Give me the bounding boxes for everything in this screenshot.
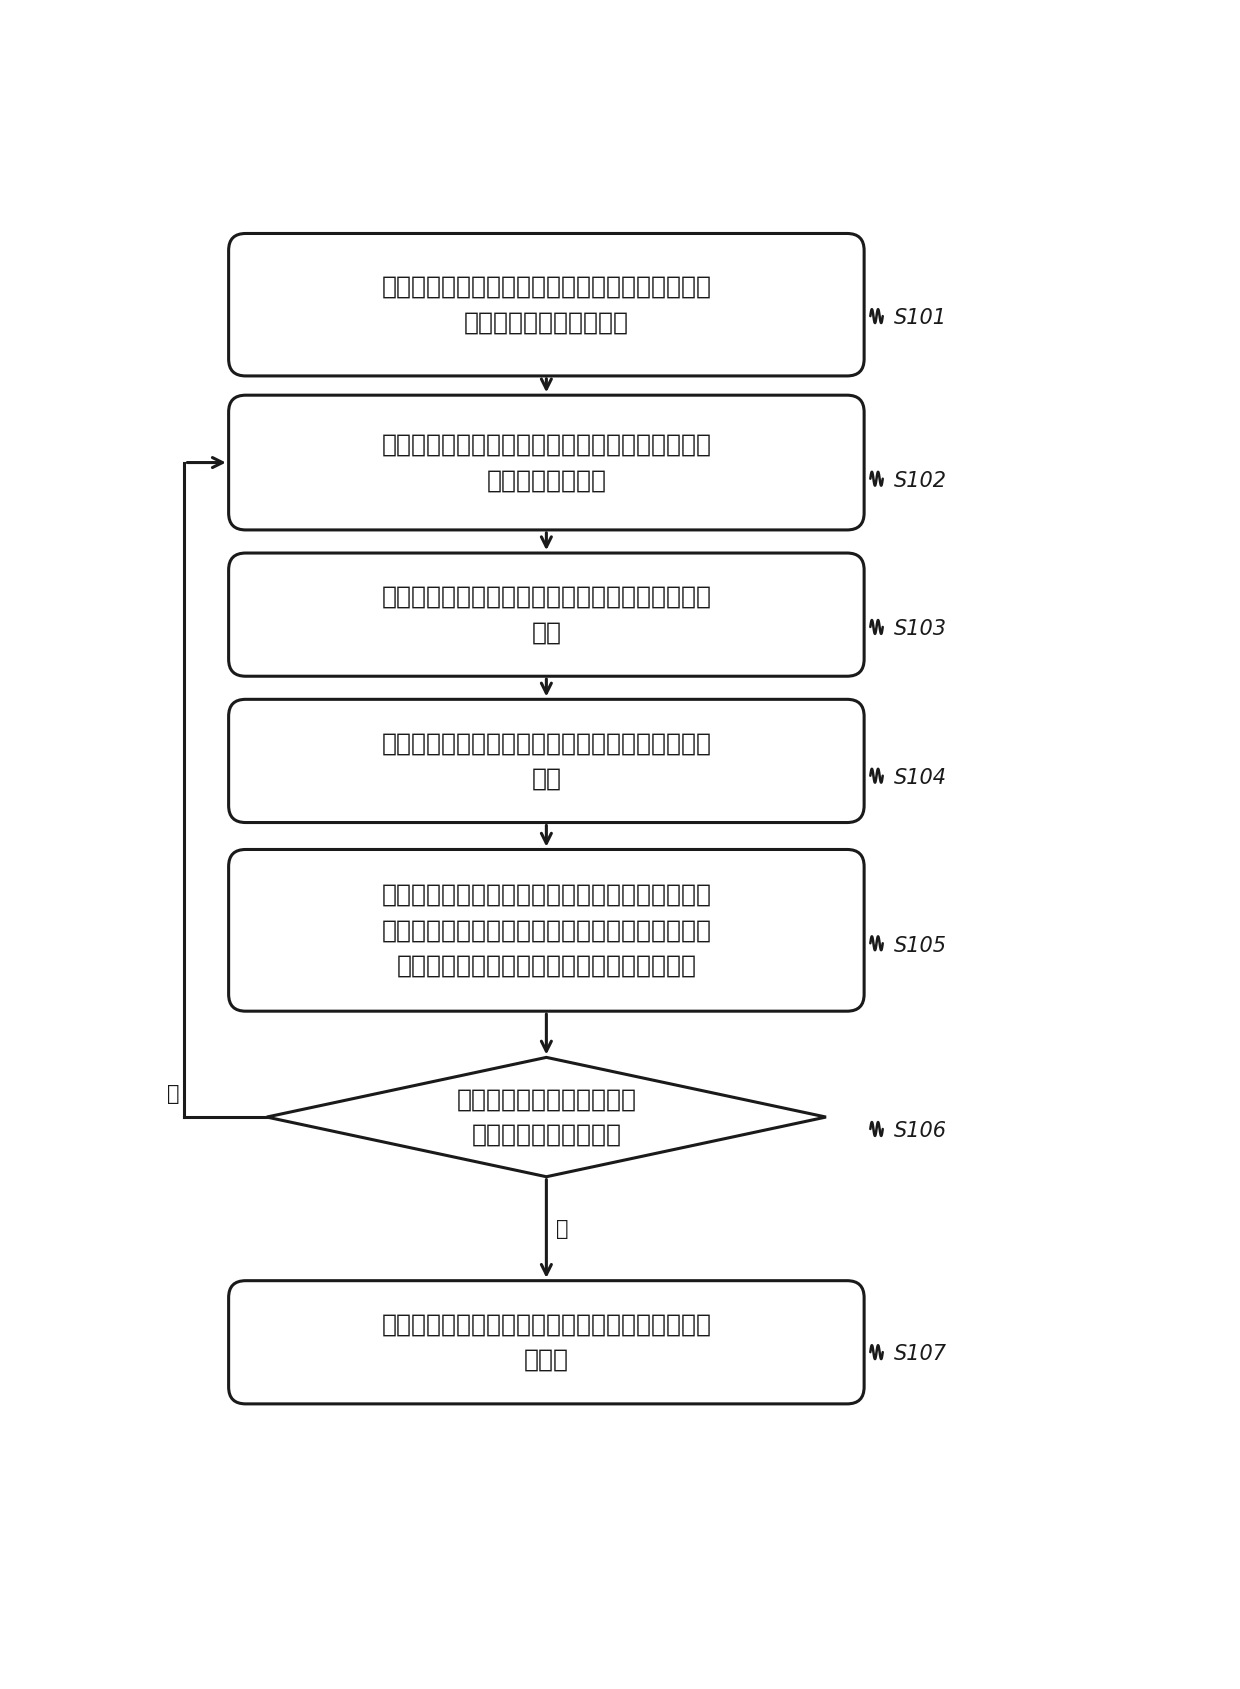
Text: 利用横向交叉算法根据所述第二参数确定横向交叉
参数: 利用横向交叉算法根据所述第二参数确定横向交叉 参数 bbox=[382, 731, 712, 790]
FancyBboxPatch shape bbox=[228, 850, 864, 1012]
FancyBboxPatch shape bbox=[228, 552, 864, 676]
Text: 否: 否 bbox=[556, 1219, 568, 1238]
FancyBboxPatch shape bbox=[228, 699, 864, 823]
Text: 判断已完成的迭代次数是否
小于所述预设迭代次数: 判断已完成的迭代次数是否 小于所述预设迭代次数 bbox=[456, 1088, 636, 1147]
Text: 将所述初始参数矩阵中的参数作为所述波浪发电装
置参数: 将所述初始参数矩阵中的参数作为所述波浪发电装 置参数 bbox=[382, 1312, 712, 1371]
Text: S101: S101 bbox=[894, 309, 946, 328]
FancyBboxPatch shape bbox=[228, 1280, 864, 1404]
Text: 预先设置迭代次数、适应度目标函数、以及种群数
量，并确定初始参数矩阵: 预先设置迭代次数、适应度目标函数、以及种群数 量，并确定初始参数矩阵 bbox=[382, 275, 712, 334]
Text: S103: S103 bbox=[894, 620, 946, 638]
Text: S104: S104 bbox=[894, 768, 946, 789]
Text: S106: S106 bbox=[894, 1121, 946, 1142]
Text: 利用纵向交叉算法根据所述第一参数确定纵向交叉
参数: 利用纵向交叉算法根据所述第一参数确定纵向交叉 参数 bbox=[382, 584, 712, 644]
Text: 在迭代开始时，利用差分变异算法根据所述初始参
数确定变异参数；: 在迭代开始时，利用差分变异算法根据所述初始参 数确定变异参数； bbox=[382, 432, 712, 491]
Text: S107: S107 bbox=[894, 1344, 946, 1365]
FancyBboxPatch shape bbox=[228, 233, 864, 377]
Polygon shape bbox=[267, 1057, 826, 1177]
Text: 根据适应度目标函数确定原始参数、变异参数、纵
向交叉参数、以及横向交叉参数的适应度，将适应
度最大的种群数量的参数更新到初始参数矩阵: 根据适应度目标函数确定原始参数、变异参数、纵 向交叉参数、以及横向交叉参数的适应… bbox=[382, 883, 712, 978]
FancyBboxPatch shape bbox=[228, 395, 864, 530]
Text: S102: S102 bbox=[894, 471, 946, 491]
Text: S105: S105 bbox=[894, 936, 946, 956]
Text: 是: 是 bbox=[167, 1084, 180, 1105]
